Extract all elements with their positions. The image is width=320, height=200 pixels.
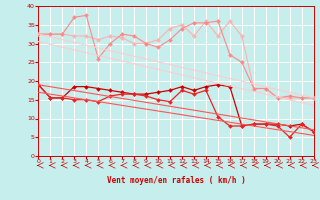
X-axis label: Vent moyen/en rafales ( km/h ): Vent moyen/en rafales ( km/h ) xyxy=(107,176,245,185)
